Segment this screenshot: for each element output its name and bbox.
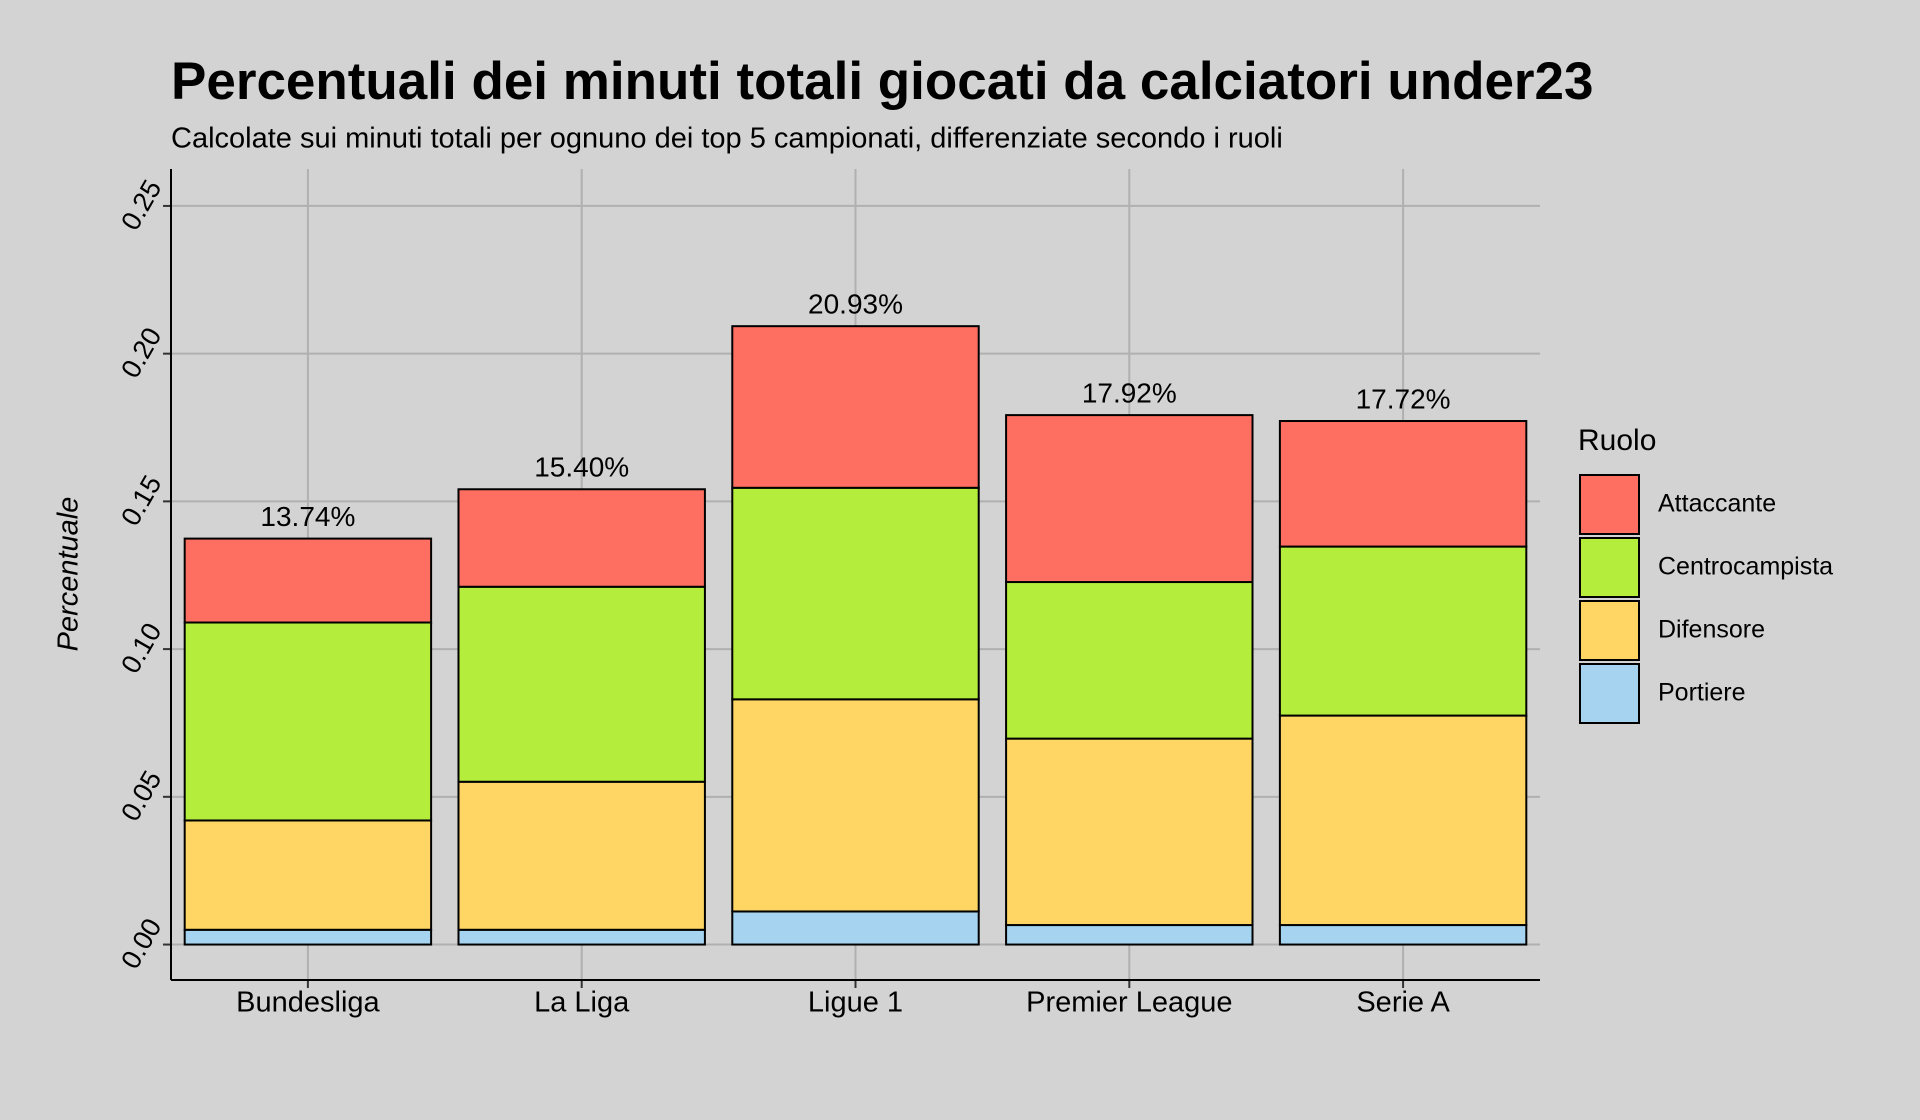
bar-segment	[1278, 420, 1528, 548]
bar-segment	[183, 928, 433, 946]
bar-segment	[731, 325, 980, 489]
value-label: 15.40%	[534, 452, 629, 483]
x-tick-label: Bundesliga	[236, 987, 380, 1019]
y-axis-label: Percentuale	[53, 497, 85, 652]
x-tick-label: Premier League	[1026, 987, 1232, 1019]
legend-swatch	[1579, 600, 1640, 661]
legend-swatch	[1579, 474, 1640, 535]
bar-segment	[1005, 581, 1254, 740]
legend-label: Attaccante	[1658, 490, 1776, 518]
bar-segment	[183, 621, 433, 822]
legend-label: Centrocampista	[1658, 553, 1833, 581]
bar-segment	[1005, 414, 1254, 584]
legend-title: Ruolo	[1578, 424, 1656, 457]
bar-segment	[183, 537, 433, 624]
bar-segment	[731, 486, 980, 701]
bar-segment	[1278, 924, 1528, 946]
bar-segment	[1278, 545, 1528, 717]
legend-swatch	[1579, 663, 1640, 724]
x-tick-label: La Liga	[534, 987, 630, 1019]
bar-segment	[457, 928, 706, 946]
value-label: 13.74%	[260, 501, 355, 532]
bar-segment	[731, 698, 980, 913]
value-label: 17.72%	[1356, 383, 1451, 414]
chart-subtitle: Calcolate sui minuti totali per ognuno d…	[171, 123, 1283, 155]
value-label: 17.92%	[1082, 377, 1177, 408]
x-tick-label: Serie A	[1356, 987, 1450, 1019]
bar-segment	[457, 488, 706, 588]
legend-label: Difensore	[1658, 616, 1765, 644]
bar-segment	[731, 910, 980, 946]
legend-label: Portiere	[1658, 679, 1746, 707]
chart-title: Percentuali dei minuti totali giocati da…	[171, 52, 1594, 111]
bar-segment	[457, 780, 706, 931]
bar-segment	[1005, 924, 1254, 946]
bar-segment	[1278, 714, 1528, 927]
bar-segment	[1005, 737, 1254, 927]
legend-swatch	[1579, 537, 1640, 598]
bar-segment	[457, 585, 706, 783]
bar-segment	[183, 819, 433, 931]
x-tick-label: Ligue 1	[808, 987, 903, 1019]
value-label: 20.93%	[808, 289, 903, 320]
